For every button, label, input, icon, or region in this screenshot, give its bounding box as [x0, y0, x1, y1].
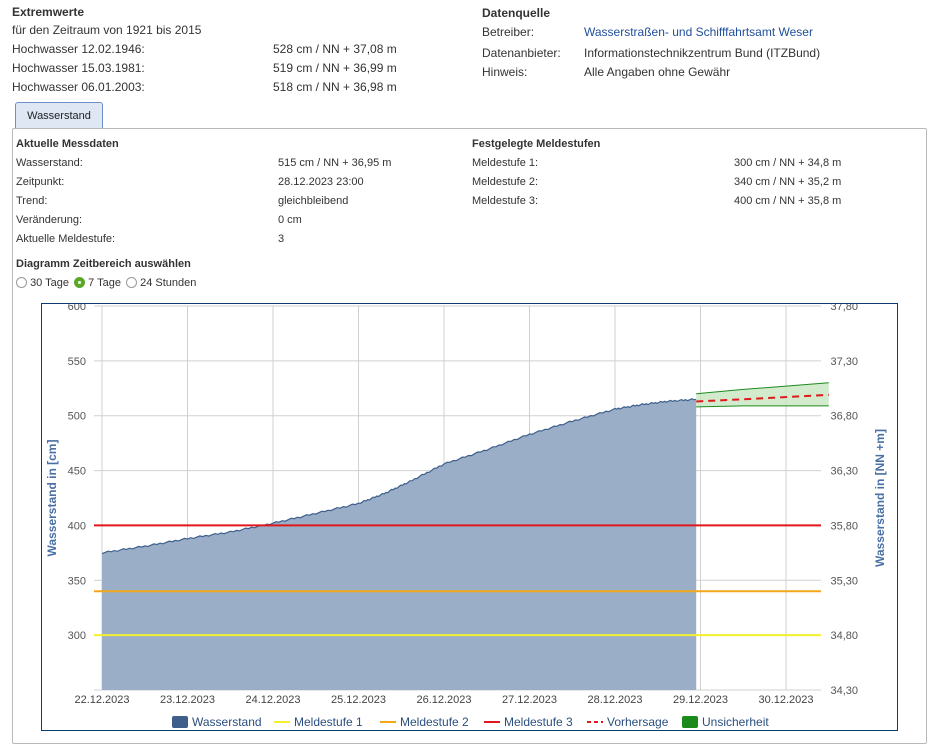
radio-label: 24 Stunden	[140, 277, 197, 289]
y-tick-label-left: 500	[68, 411, 86, 423]
radio-button-24-stunden[interactable]	[126, 277, 138, 288]
extremwerte-label: Hochwasser 12.02.1946:	[12, 42, 145, 56]
messdaten-value: gleichbleibend	[278, 195, 349, 207]
x-tick-label: 29.12.2023	[673, 694, 728, 706]
vorhersage-line	[696, 393, 829, 403]
y-tick-label-right: 36,30	[830, 466, 858, 478]
y-tick-label-left: 350	[68, 575, 86, 587]
radio-7-tage[interactable]: 7 Tage	[74, 277, 121, 289]
wasserstand-line	[101, 398, 697, 555]
legend-swatch	[682, 716, 698, 728]
chart-frame: 600 37,80 550 37,30 500 36,80 450 36,30 400 35,80…	[41, 301, 898, 731]
meldestufen-value: 400 cm / NN + 35,8 m	[734, 195, 842, 207]
betreiber-link[interactable]: Wasserstraßen- und Schifffahrtsamt Weser	[584, 25, 813, 39]
meldestufen-label: Meldestufe 3:	[472, 195, 539, 207]
messdaten-value: 515 cm / NN + 36,95 m	[278, 157, 392, 169]
x-tick-label: 30.12.2023	[758, 694, 813, 706]
datenquelle-label: Betreiber:	[482, 25, 535, 39]
messdaten-label: Trend:	[16, 195, 48, 207]
messdaten-label: Zeitpunkt:	[16, 176, 65, 188]
messdaten-label: Wasserstand:	[16, 157, 83, 169]
x-tick-label: 24.12.2023	[245, 694, 300, 706]
datenquelle-title: Datenquelle	[482, 6, 551, 20]
y-tick-label-left: 400	[68, 520, 86, 532]
extremwerte-label: Hochwasser 15.03.1981:	[12, 61, 145, 75]
meldestufen-title: Festgelegte Meldestufen	[472, 138, 601, 150]
extremwerte-label: Hochwasser 06.01.2003:	[12, 80, 145, 94]
extremwerte-title: Extremwerte	[12, 5, 85, 19]
radio-button-7-tage[interactable]	[74, 277, 86, 288]
x-tick-label: 28.12.2023	[587, 694, 642, 706]
legend-swatch	[172, 716, 188, 728]
y-tick-label-right: 37,30	[830, 356, 858, 368]
y-tick-label-right: 34,30	[830, 685, 858, 697]
y-tick-label-right: 34,80	[830, 630, 858, 642]
y-axis-left-title: Wasserstand in [cm]	[45, 440, 59, 557]
legend-label[interactable]: Meldestufe 1	[294, 715, 363, 729]
zeitbereich-radio-group: 30 Tage 7 Tage 24 Stunden	[16, 277, 198, 289]
extremwerte-value: 519 cm / NN + 36,99 m	[273, 61, 397, 75]
legend-label[interactable]: Vorhersage	[607, 715, 669, 729]
wasserstand-area	[102, 398, 697, 690]
radio-button-30-tage[interactable]	[16, 277, 27, 288]
y-axis-right-title: Wasserstand in [NN +m]	[873, 429, 887, 567]
meldestufen-label: Meldestufe 1:	[472, 157, 539, 169]
radio-label: 30 Tage	[30, 277, 70, 289]
extremwerte-subtitle: für den Zeitraum von 1921 bis 2015	[12, 23, 202, 37]
extremwerte-value: 518 cm / NN + 36,98 m	[273, 80, 397, 94]
messdaten-label: Aktuelle Meldestufe:	[16, 233, 116, 245]
messdaten-title: Aktuelle Messdaten	[16, 138, 119, 150]
y-tick-label-left: 450	[68, 466, 86, 478]
legend-label[interactable]: Wasserstand	[192, 715, 262, 729]
extremwerte-value: 528 cm / NN + 37,08 m	[273, 42, 397, 56]
datenquelle-label: Hinweis:	[482, 65, 528, 79]
radio-30-tage[interactable]: 30 Tage	[16, 277, 69, 289]
x-tick-label: 27.12.2023	[502, 694, 557, 706]
x-tick-label: 26.12.2023	[416, 694, 471, 706]
tab-wasserstand[interactable]: Wasserstand	[15, 102, 103, 128]
messdaten-label: Veränderung:	[16, 214, 83, 226]
datenquelle-label: Datenanbieter:	[482, 46, 561, 60]
unsicherheit-lower-line	[696, 405, 829, 408]
x-tick-label: 25.12.2023	[331, 694, 386, 706]
legend-label[interactable]: Unsicherheit	[702, 715, 769, 729]
legend-label[interactable]: Meldestufe 2	[400, 715, 469, 729]
unsicherheit-band	[696, 382, 829, 407]
meldestufen-label: Meldestufe 2:	[472, 176, 539, 188]
meldestufen-value: 300 cm / NN + 34,8 m	[734, 157, 842, 169]
meldestufen-value: 340 cm / NN + 35,2 m	[734, 176, 842, 188]
unsicherheit-upper-line	[696, 382, 829, 395]
y-tick-label-right: 35,30	[830, 575, 858, 587]
water-level-chart: 600 37,80 550 37,30 500 36,80 450 36,30 400 35,80…	[45, 301, 887, 729]
y-tick-label-right: 35,80	[830, 520, 858, 532]
y-tick-label-right: 37,80	[830, 304, 858, 313]
zeitbereich-title: Diagramm Zeitbereich auswählen	[16, 258, 191, 270]
y-tick-label-left: 300	[68, 630, 86, 642]
messdaten-value: 28.12.2023 23:00	[278, 176, 364, 188]
datenquelle-value: Alle Angaben ohne Gewähr	[584, 65, 731, 79]
x-tick-label: 23.12.2023	[160, 694, 215, 706]
messdaten-value: 3	[278, 233, 285, 245]
x-tick-label: 22.12.2023	[74, 694, 129, 706]
datenquelle-value: Informationstechnikzentrum Bund (ITZBund…	[584, 46, 821, 60]
y-tick-label-left: 600	[68, 304, 86, 313]
radio-24-stunden[interactable]: 24 Stunden	[126, 277, 196, 289]
legend-label[interactable]: Meldestufe 3	[504, 715, 573, 729]
messdaten-value: 0 cm	[278, 214, 302, 226]
y-tick-label-left: 550	[68, 356, 86, 368]
radio-label: 7 Tage	[88, 277, 121, 289]
y-tick-label-right: 36,80	[830, 411, 858, 423]
